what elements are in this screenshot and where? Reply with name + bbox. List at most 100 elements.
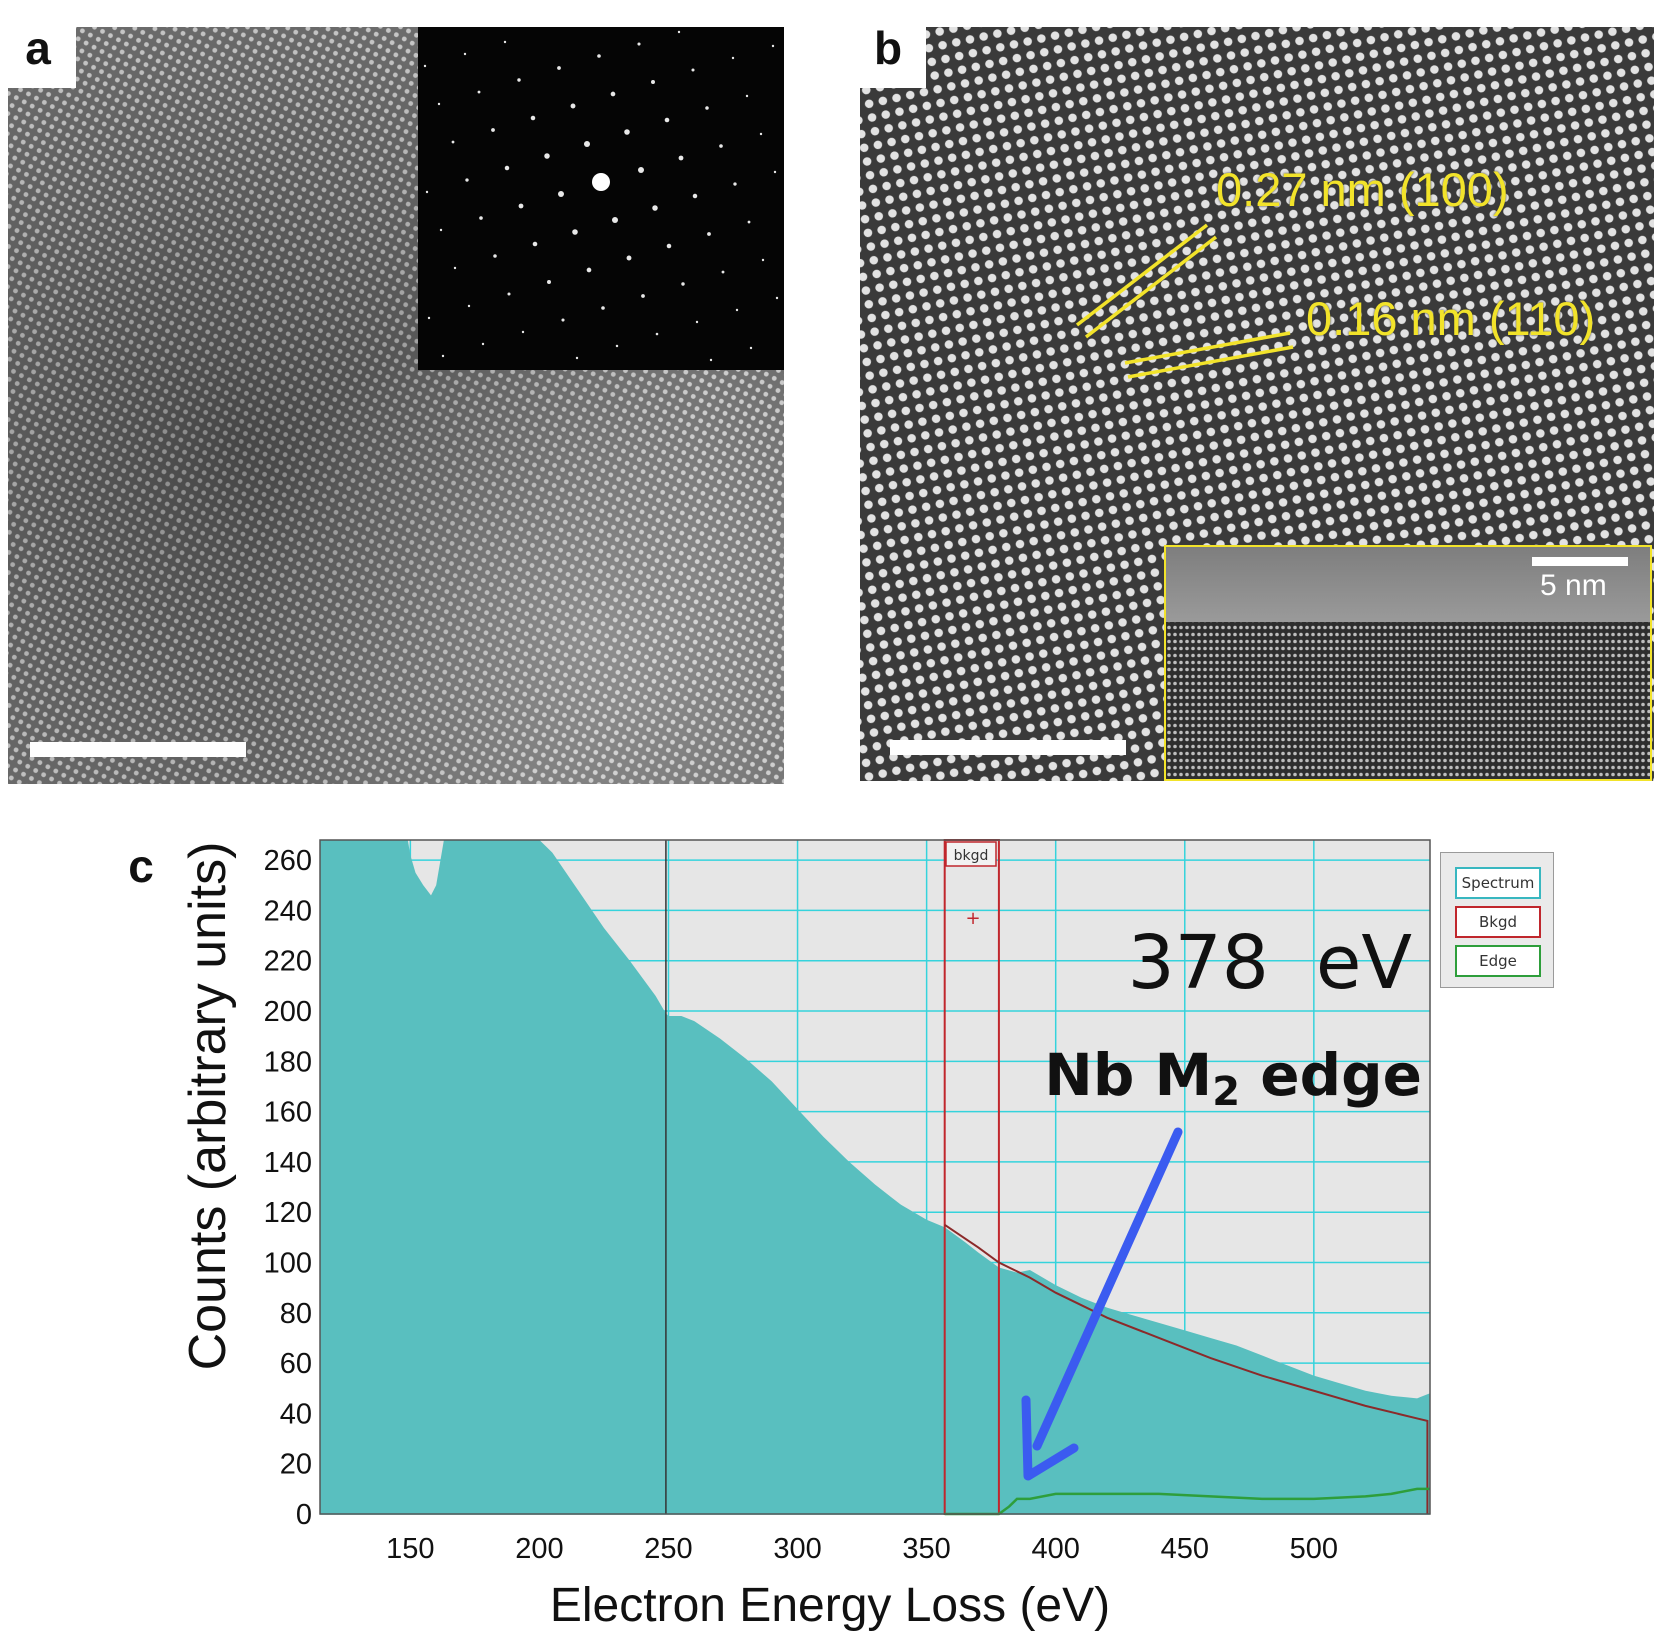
diffraction-spot xyxy=(503,40,507,44)
diffraction-pattern xyxy=(423,30,779,362)
y-tick-labels: 0 20 40 60 80 100 120 140 160 180 200 220 240 260 xyxy=(264,845,312,1531)
legend-spectrum: Spectrum xyxy=(1455,867,1541,899)
diffraction-spot xyxy=(597,54,601,58)
y-tick-label: 180 xyxy=(264,1046,312,1078)
interface-lattice xyxy=(1166,547,1650,779)
x-tick-label: 450 xyxy=(1161,1533,1209,1565)
diffraction-spot xyxy=(479,216,483,220)
diffraction-spot xyxy=(465,178,469,182)
diffraction-spot xyxy=(652,205,658,211)
annotation-110: 0.16 nm (110) xyxy=(1306,292,1596,345)
x-tick-label: 200 xyxy=(515,1533,563,1565)
bkgd-series xyxy=(944,1223,1429,1514)
panel-a-scale-bar xyxy=(30,742,246,757)
diffraction-spot xyxy=(651,80,655,84)
diffraction-spot xyxy=(735,308,739,312)
diffraction-spot xyxy=(451,140,455,144)
diffraction-spot xyxy=(773,170,777,174)
x-axis-label: Electron Energy Loss (eV) xyxy=(549,1579,1111,1632)
y-tick-label: 260 xyxy=(264,845,312,877)
diffraction-spot xyxy=(681,282,685,286)
edge-arrow xyxy=(1021,1127,1183,1481)
y-tick-label: 60 xyxy=(280,1348,312,1380)
diffraction-spot xyxy=(733,182,737,186)
diffraction-spot xyxy=(610,91,616,97)
diffraction-spot xyxy=(441,354,445,358)
diffraction-spot xyxy=(427,316,431,320)
y-tick-label: 40 xyxy=(280,1398,312,1430)
y-tick-label: 160 xyxy=(264,1097,312,1129)
diffraction-spot xyxy=(493,254,497,258)
diffraction-spot xyxy=(637,42,641,46)
diffraction-spot xyxy=(749,346,753,350)
y-tick-label: 220 xyxy=(264,946,312,978)
diffraction-spot xyxy=(719,144,723,148)
panel-b-tem-image: 0.27 nm (100) 0.16 nm (110) 5 nm xyxy=(860,27,1654,781)
y-tick-label: 100 xyxy=(264,1248,312,1280)
diffraction-spot xyxy=(691,68,695,72)
diffraction-spot xyxy=(518,203,524,209)
diffraction-spot xyxy=(530,115,536,121)
panel-a-tem-image xyxy=(8,27,784,784)
diffraction-spot xyxy=(423,64,427,68)
edge-series xyxy=(944,1487,1430,1516)
diffraction-spot xyxy=(771,44,775,48)
diffraction-spot xyxy=(666,243,672,249)
diffraction-spot xyxy=(504,165,510,171)
central-spot xyxy=(592,173,610,191)
inset-scale-bar xyxy=(1532,557,1628,566)
interface-inset: 5 nm xyxy=(1164,545,1652,781)
diffraction-spot xyxy=(467,304,471,308)
diffraction-spot xyxy=(544,153,550,159)
diffraction-spot xyxy=(557,66,561,70)
plot-frame xyxy=(319,839,1431,1515)
diffraction-spot xyxy=(721,270,725,274)
diffraction-spot xyxy=(626,255,632,261)
diffraction-spot xyxy=(705,106,709,110)
diffraction-spot xyxy=(759,132,763,136)
diffraction-spot xyxy=(731,56,735,60)
x-tick-label: 500 xyxy=(1290,1533,1338,1565)
diffraction-spot xyxy=(547,280,551,284)
diffraction-spot xyxy=(507,292,511,296)
diffraction-spot xyxy=(453,266,457,270)
diffraction-spot xyxy=(655,332,659,336)
diffraction-spot xyxy=(477,90,481,94)
legend-bkgd: Bkgd xyxy=(1455,906,1541,938)
y-tick-label: 120 xyxy=(264,1197,312,1229)
diffraction-inset xyxy=(418,27,784,370)
bkgd-crosshair: + xyxy=(965,908,980,929)
chart-legend: Spectrum Bkgd Edge xyxy=(1440,852,1554,988)
y-tick-label: 240 xyxy=(264,895,312,927)
energy-annotation: 378 eV xyxy=(1128,920,1413,1006)
y-tick-label: 0 xyxy=(296,1499,312,1531)
diffraction-spot xyxy=(532,241,538,247)
x-tick-label: 400 xyxy=(1032,1533,1080,1565)
y-tick-label: 20 xyxy=(280,1449,312,1481)
panel-b-scale-bar xyxy=(890,740,1126,755)
diffraction-spot xyxy=(481,342,485,346)
diffraction-spot xyxy=(463,52,467,56)
diffraction-spot xyxy=(425,190,429,194)
diffraction-spot xyxy=(611,216,619,224)
diffraction-spot xyxy=(637,166,645,174)
diffraction-spot xyxy=(561,318,565,322)
y-tick-label: 140 xyxy=(264,1147,312,1179)
diffraction-spot xyxy=(641,294,645,298)
diffraction-spot xyxy=(775,296,779,300)
diffraction-spot xyxy=(586,267,592,273)
diffraction-spot xyxy=(439,228,443,232)
diffraction-spot xyxy=(695,320,699,324)
diffraction-spot xyxy=(678,155,684,161)
edge-annotation: Nb M2 edge xyxy=(1044,1041,1422,1115)
diffraction-spot xyxy=(664,117,670,123)
diffraction-spot xyxy=(615,344,619,348)
annotation-100: 0.27 nm (100) xyxy=(1216,163,1509,216)
x-tick-label: 150 xyxy=(386,1533,434,1565)
bkgd-label: bkgd xyxy=(954,848,989,864)
diffraction-spot xyxy=(745,94,749,98)
diffraction-spot xyxy=(601,306,605,310)
diffraction-spot xyxy=(747,220,751,224)
panel-c-label: c xyxy=(104,826,178,906)
